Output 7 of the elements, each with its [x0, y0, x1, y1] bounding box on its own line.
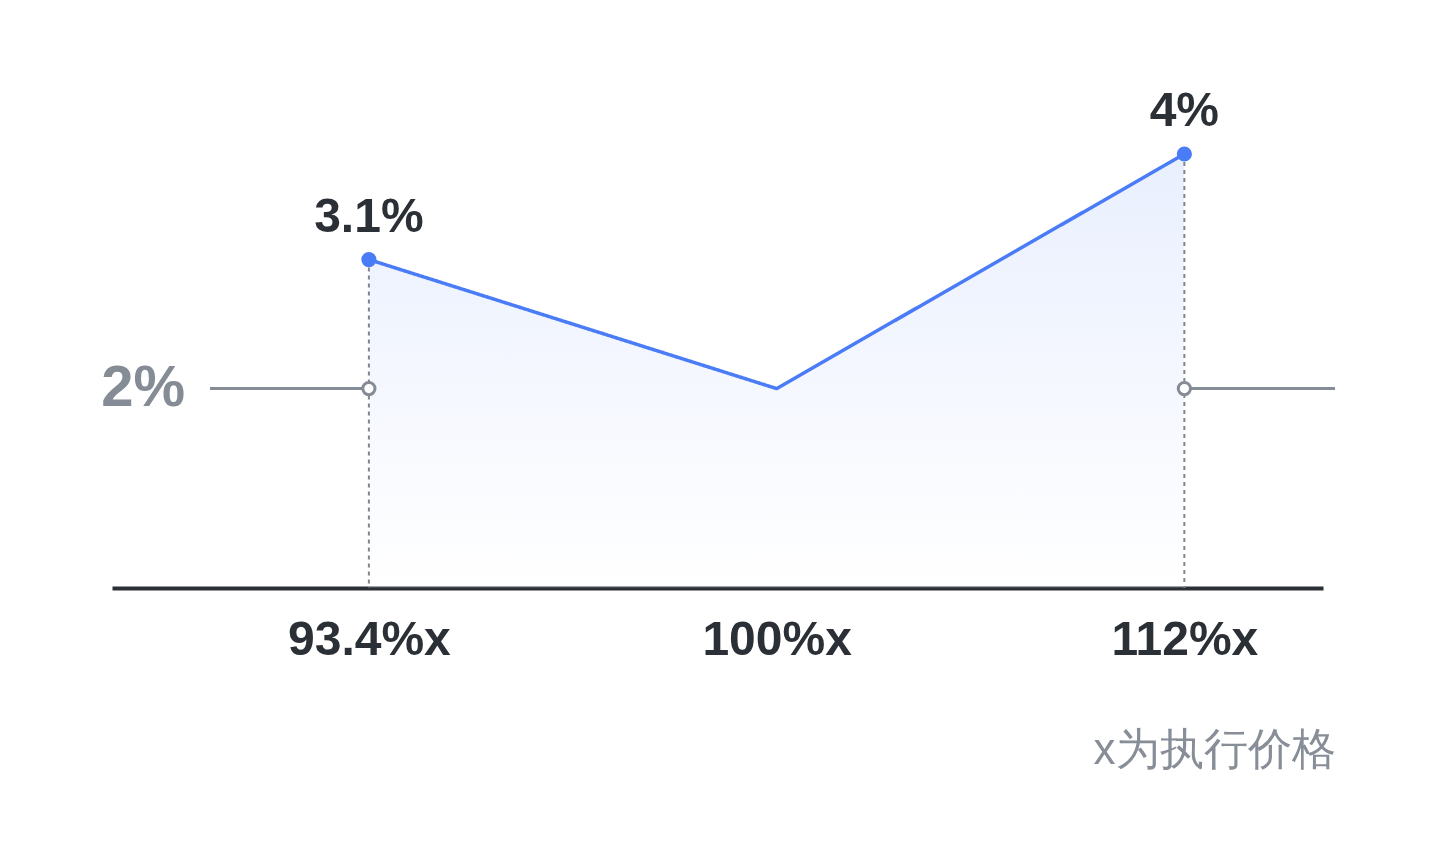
x-tick-label: 100%x [702, 611, 853, 665]
x-tick-label: 93.4%x [287, 611, 452, 665]
data-label: 4% [1149, 83, 1220, 136]
ref-line-label: 2% [101, 352, 185, 418]
x-tick-label: 112%x [1111, 611, 1259, 665]
x-axis-title: x为执行价格 [1093, 723, 1336, 773]
data-label: 3.1% [314, 188, 424, 242]
